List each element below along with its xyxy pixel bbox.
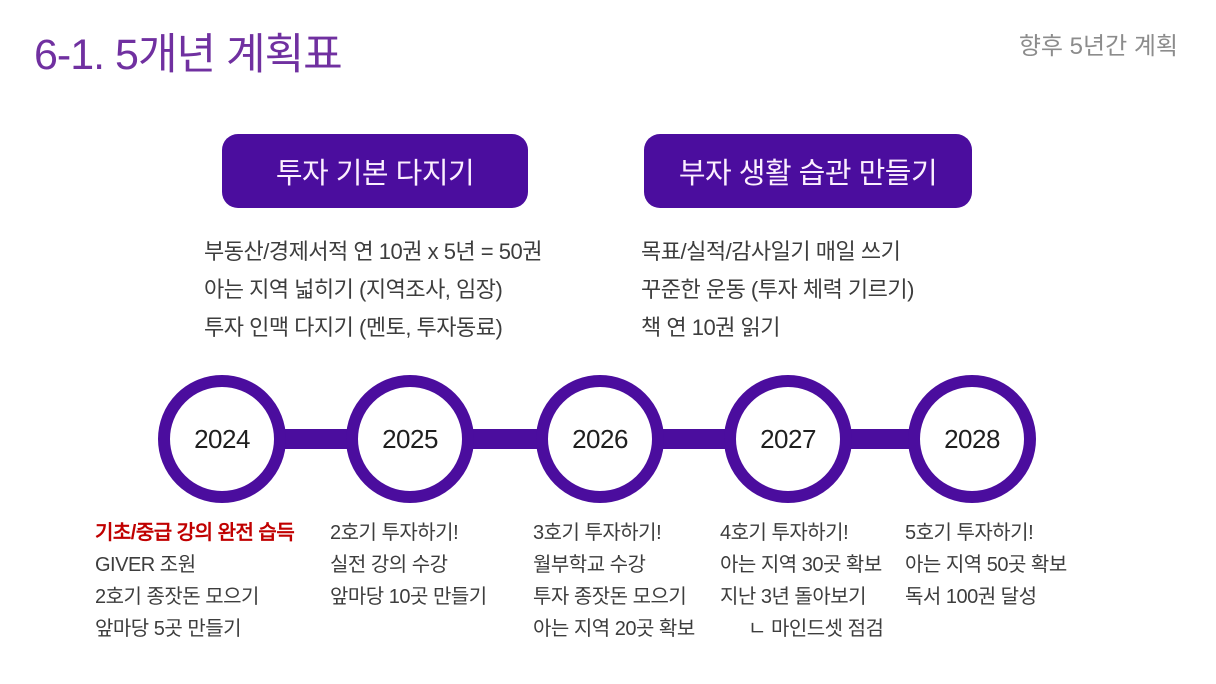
year-label: 2024 [194,423,250,454]
goals-column-2026: 3호기 투자하기! 월부학교 수강 투자 종잣돈 모으기 아는 지역 20곳 확… [533,517,695,645]
timeline-node-2024: 2024 [158,375,286,503]
note-line: 꾸준한 운동 (투자 체력 기르기) [641,277,914,302]
goal-line: 아는 지역 30곳 확보 [720,554,882,576]
goals-column-2028: 5호기 투자하기! 아는 지역 50곳 확보 독서 100권 달성 [905,517,1067,613]
slide-subtitle: 향후 5년간 계획 [1018,33,1178,60]
pillar-notes-investment-basics: 부동산/경제서적 연 10권 x 5년 = 50권 아는 지역 넓히기 (지역조… [204,233,542,347]
goal-line-emphasis: 기초/중급 강의 완전 습득 [95,522,295,544]
goal-line: 앞마당 5곳 만들기 [95,618,242,640]
pillar-heading-label: 투자 기본 다지기 [275,158,475,190]
goal-line: 2호기 투자하기! [330,522,459,544]
timeline-node-2025: 2025 [346,375,474,503]
note-line: 아는 지역 넓히기 (지역조사, 임장) [204,277,503,302]
goal-line-sub: ㄴ 마인드셋 점검 [748,618,884,640]
year-label: 2026 [572,423,628,454]
goal-line: GIVER 조원 [95,554,196,576]
pillar-notes-wealth-habits: 목표/실적/감사일기 매일 쓰기 꾸준한 운동 (투자 체력 기르기) 책 연 … [641,233,914,347]
goal-line: 독서 100권 달성 [905,586,1037,608]
note-line: 목표/실적/감사일기 매일 쓰기 [641,239,901,264]
note-line: 투자 인맥 다지기 (멘토, 투자동료) [204,315,503,340]
pillar-heading-investment-basics: 투자 기본 다지기 [222,134,528,208]
pillar-heading-wealth-habits: 부자 생활 습관 만들기 [644,134,972,208]
goal-line: 아는 지역 50곳 확보 [905,554,1067,576]
goal-line: 아는 지역 20곳 확보 [533,618,695,640]
goals-column-2024: 기초/중급 강의 완전 습득 GIVER 조원 2호기 종잣돈 모으기 앞마당 … [95,517,295,645]
goal-line: 지난 3년 돌아보기 [720,586,867,608]
note-line: 부동산/경제서적 연 10권 x 5년 = 50권 [204,239,542,264]
goal-line: 투자 종잣돈 모으기 [533,586,687,608]
goal-line: 앞마당 10곳 만들기 [330,586,487,608]
page-title: 6-1. 5개년 계획표 [34,31,343,79]
timeline-node-2026: 2026 [536,375,664,503]
timeline-node-2028: 2028 [908,375,1036,503]
goals-column-2027: 4호기 투자하기! 아는 지역 30곳 확보 지난 3년 돌아보기 ㄴ 마인드셋… [720,517,884,645]
goal-line: 5호기 투자하기! [905,522,1034,544]
year-label: 2028 [944,423,1000,454]
goal-line: 실전 강의 수강 [330,554,448,576]
goal-line: 2호기 종잣돈 모으기 [95,586,259,608]
pillar-heading-label: 부자 생활 습관 만들기 [678,158,938,190]
year-label: 2025 [382,423,438,454]
goal-line: 4호기 투자하기! [720,522,849,544]
goal-line: 3호기 투자하기! [533,522,662,544]
timeline-node-2027: 2027 [724,375,852,503]
year-label: 2027 [760,423,816,454]
goal-line: 월부학교 수강 [533,554,646,576]
note-line: 책 연 10권 읽기 [641,315,781,340]
goals-column-2025: 2호기 투자하기! 실전 강의 수강 앞마당 10곳 만들기 [330,517,487,613]
